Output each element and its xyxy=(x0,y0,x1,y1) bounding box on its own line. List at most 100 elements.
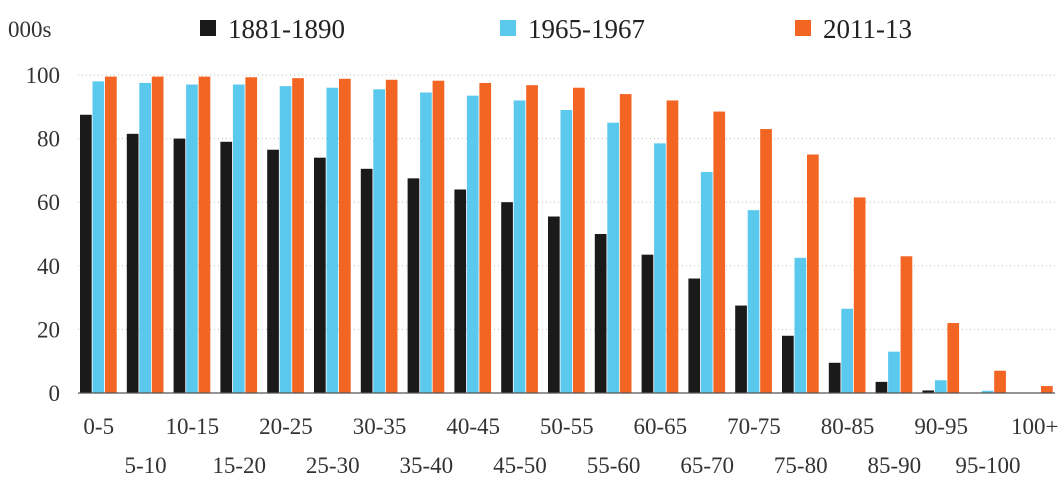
category-group xyxy=(126,76,164,393)
category-group xyxy=(501,85,538,394)
bar xyxy=(560,109,573,393)
bar xyxy=(173,138,186,393)
x-tick-label: 55-60 xyxy=(587,453,641,478)
bar xyxy=(245,77,258,393)
x-tick-label: 65-70 xyxy=(680,453,734,478)
bar xyxy=(314,157,326,393)
x-tick-label: 95-100 xyxy=(955,453,1020,478)
legend-swatch xyxy=(795,20,811,36)
category-group xyxy=(641,100,679,393)
bar xyxy=(853,197,866,393)
bar xyxy=(760,129,772,393)
bar xyxy=(80,114,92,393)
bar xyxy=(900,256,913,393)
category-group xyxy=(314,78,351,393)
category-group xyxy=(407,80,445,394)
y-tick-label: 100 xyxy=(26,63,61,88)
bar xyxy=(454,189,467,393)
y-tick-label: 80 xyxy=(37,127,60,152)
bar xyxy=(360,168,373,393)
x-tick-label: 15-20 xyxy=(212,453,266,478)
bar xyxy=(807,154,819,393)
bar xyxy=(232,84,245,393)
x-tick-label: 10-15 xyxy=(166,414,220,439)
bar xyxy=(548,216,560,393)
bar xyxy=(981,390,994,393)
bar xyxy=(186,84,198,393)
bar xyxy=(607,122,619,393)
legend-item: 2011-13 xyxy=(795,14,912,44)
category-group xyxy=(875,256,913,393)
x-tick-label: 20-25 xyxy=(259,414,313,439)
category-group xyxy=(454,82,492,394)
bar xyxy=(828,362,841,393)
bar xyxy=(934,380,947,393)
bar xyxy=(641,254,654,393)
bar xyxy=(385,79,398,394)
x-tick-label: 5-10 xyxy=(124,453,166,478)
bar xyxy=(139,82,151,393)
x-tick-label: 30-35 xyxy=(353,414,407,439)
x-tick-label: 70-75 xyxy=(727,414,781,439)
category-group xyxy=(173,76,211,393)
legend-label: 1965-1967 xyxy=(528,14,645,44)
bar xyxy=(922,390,935,393)
category-group xyxy=(688,111,726,393)
bar xyxy=(513,100,526,393)
y-unit-label: 000s xyxy=(8,17,52,42)
bar xyxy=(279,86,292,393)
bar xyxy=(875,381,888,393)
bar xyxy=(1041,386,1053,393)
bar xyxy=(292,78,304,394)
bar xyxy=(688,278,701,393)
bar xyxy=(151,76,164,393)
category-group xyxy=(981,370,1006,393)
category-group xyxy=(1041,386,1053,393)
bar xyxy=(666,100,679,393)
y-tick-label: 60 xyxy=(37,190,60,215)
x-tick-label: 0-5 xyxy=(83,414,114,439)
y-tick-label: 0 xyxy=(49,381,61,406)
x-tick-label: 80-85 xyxy=(821,414,875,439)
bar xyxy=(782,335,794,393)
category-group xyxy=(735,129,772,393)
x-tick-label: 85-90 xyxy=(868,453,922,478)
y-axis-ticks: 0 20 40 60 80 100 xyxy=(26,63,61,406)
x-tick-label: 25-30 xyxy=(306,453,360,478)
bar xyxy=(700,171,713,393)
legend-label: 1881-1890 xyxy=(228,14,345,44)
bar xyxy=(198,76,211,393)
category-group xyxy=(267,78,304,394)
x-tick-label: 45-50 xyxy=(493,453,547,478)
y-tick-label: 40 xyxy=(37,254,60,279)
bar xyxy=(573,87,585,393)
bar xyxy=(432,80,445,393)
y-tick-label: 20 xyxy=(37,317,60,342)
legend-label: 2011-13 xyxy=(823,14,912,44)
category-group xyxy=(360,79,398,394)
bar xyxy=(126,133,139,393)
bar xyxy=(526,85,538,394)
bar xyxy=(220,141,233,393)
bar xyxy=(326,87,339,393)
bar xyxy=(888,351,900,393)
bar xyxy=(407,178,420,393)
legend-swatch xyxy=(500,20,516,36)
category-group xyxy=(828,197,866,393)
legend: 1881-1890 1965-1967 2011-13 xyxy=(200,14,912,44)
category-group xyxy=(548,87,585,393)
bars xyxy=(80,76,1053,394)
bar xyxy=(420,92,432,394)
bar xyxy=(501,202,513,393)
bar xyxy=(619,94,632,393)
x-tick-label: 90-95 xyxy=(914,414,968,439)
x-tick-label: 75-80 xyxy=(774,453,828,478)
x-tick-label: 40-45 xyxy=(446,414,500,439)
bar xyxy=(713,111,726,393)
bar xyxy=(373,89,385,393)
category-group xyxy=(594,94,632,393)
category-group xyxy=(220,77,258,393)
bar xyxy=(92,81,105,394)
